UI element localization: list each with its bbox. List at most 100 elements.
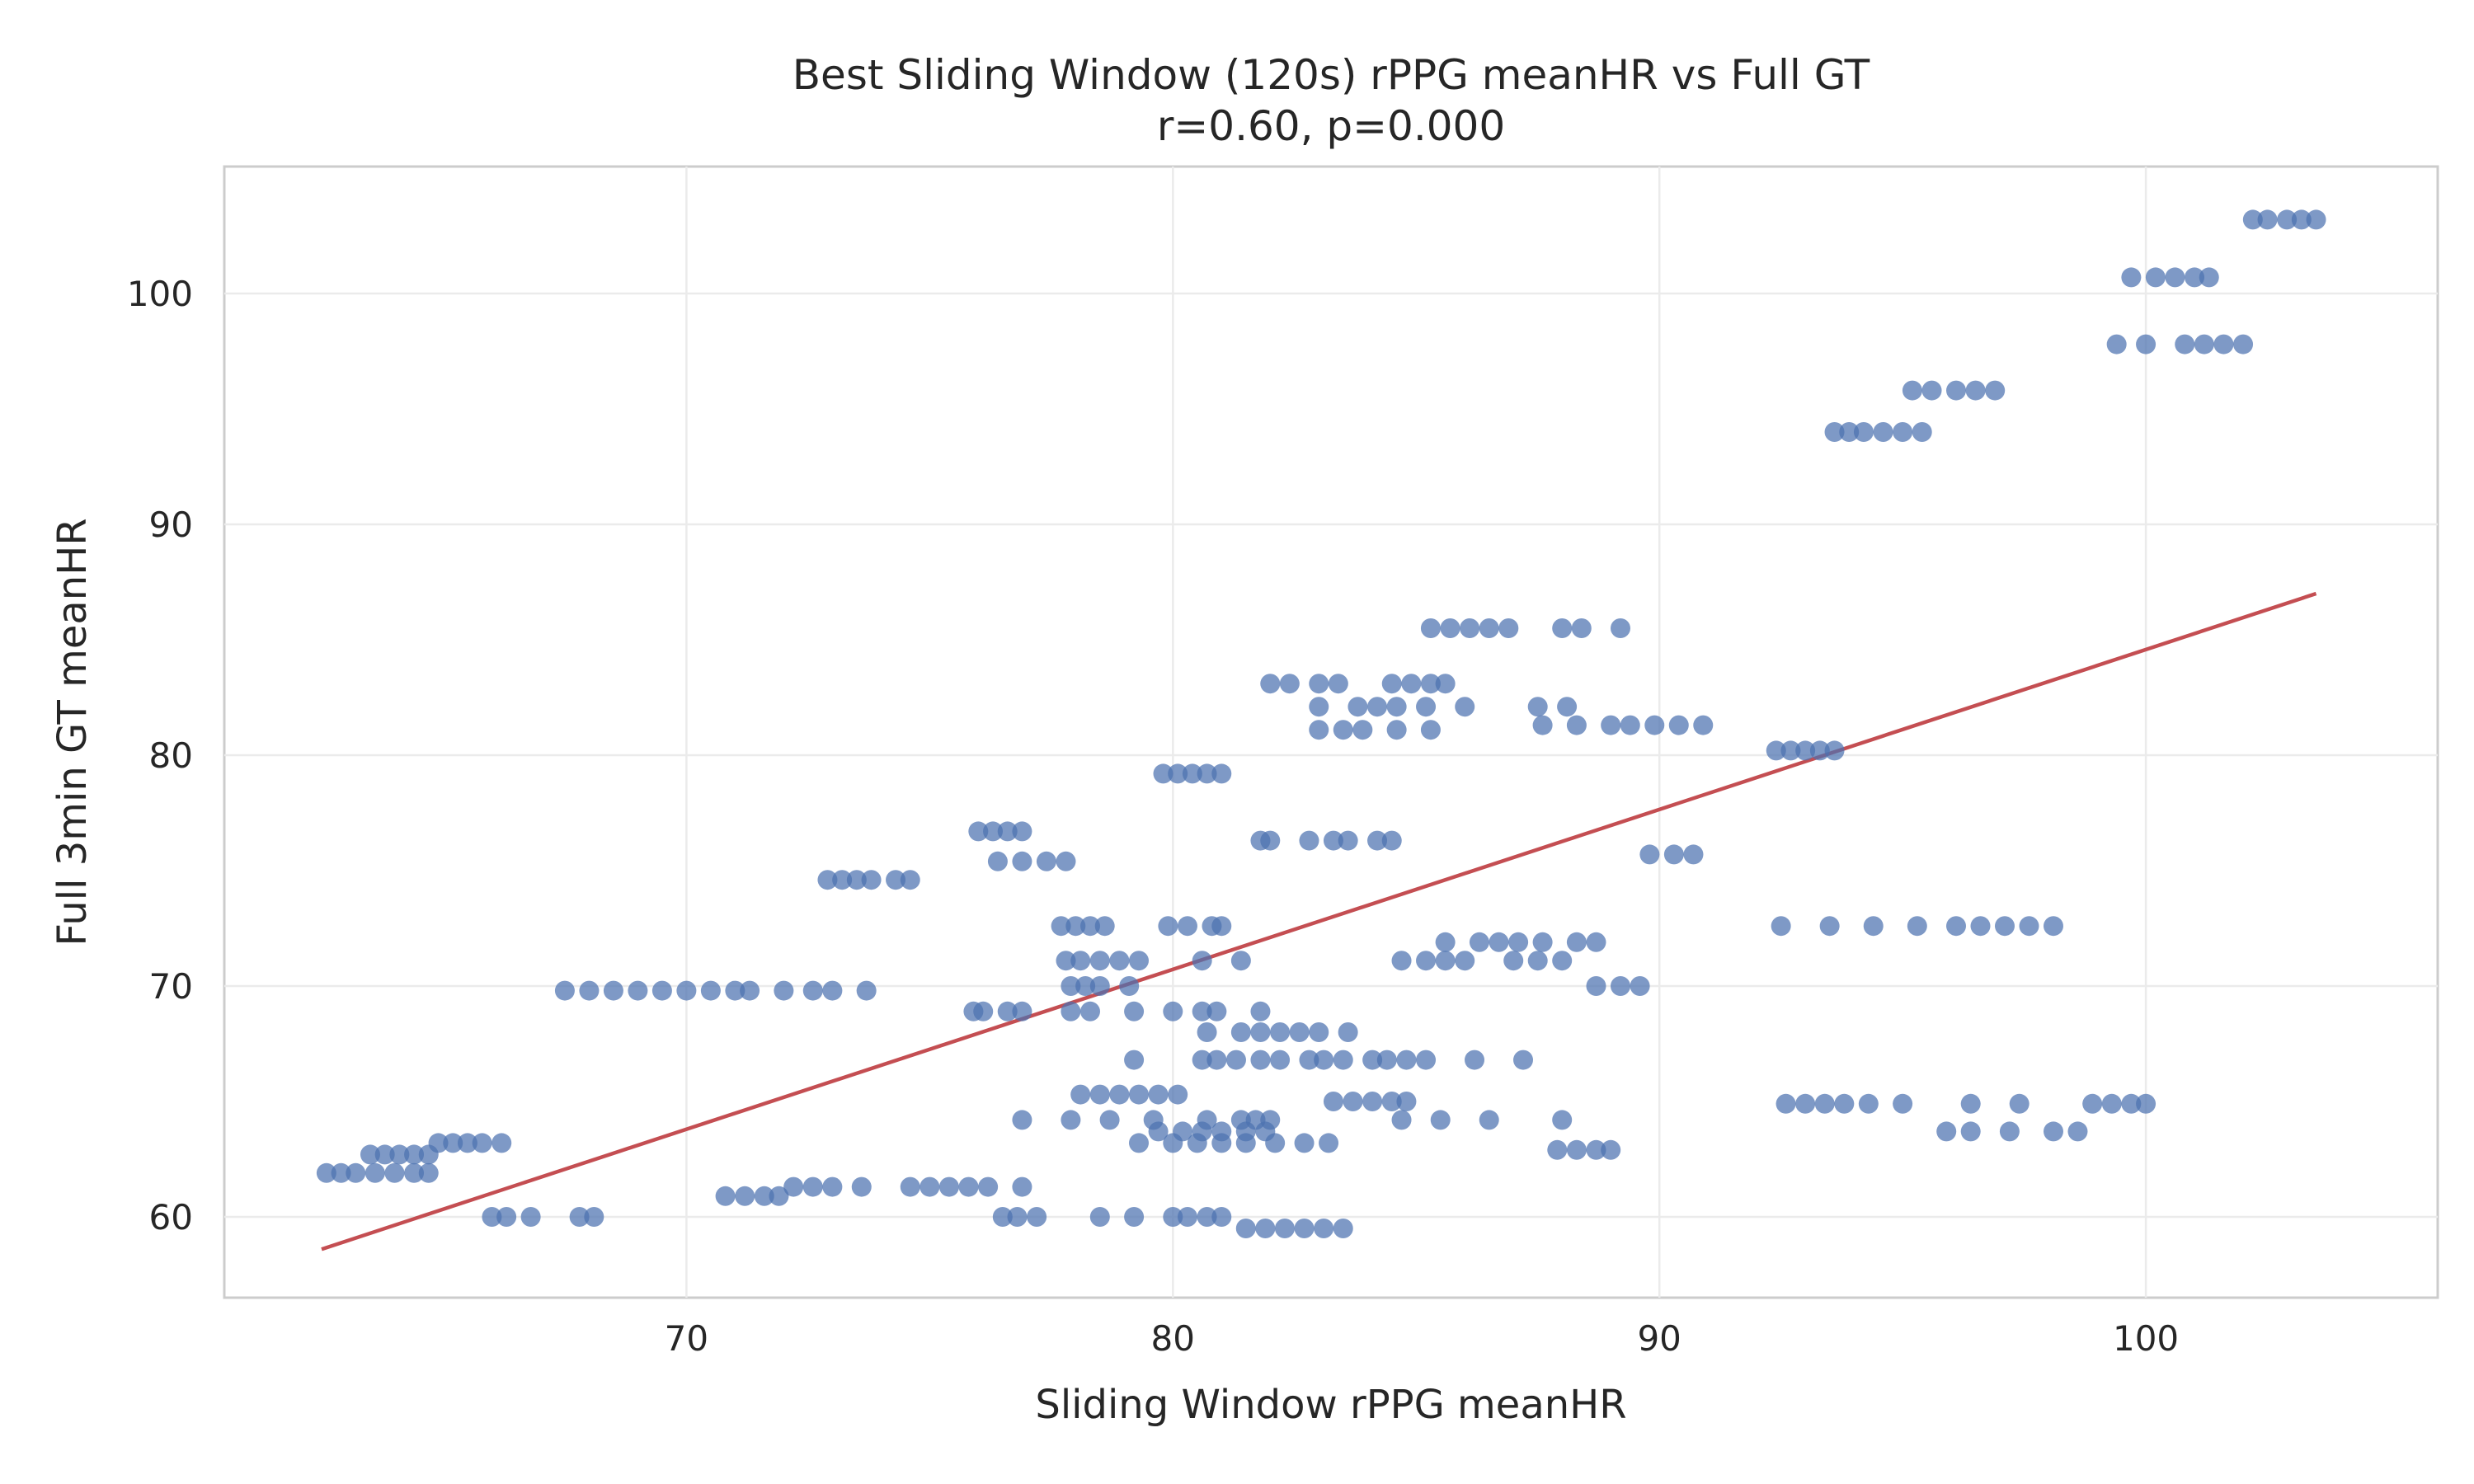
data-point — [2067, 1121, 2088, 1142]
x-tick-label: 100 — [2113, 1318, 2179, 1359]
data-point — [1314, 1050, 1334, 1070]
data-point — [2242, 209, 2263, 230]
data-point — [1994, 916, 2015, 937]
data-point — [1270, 1050, 1291, 1070]
data-point — [1367, 830, 1388, 851]
data-point — [1858, 1093, 1879, 1114]
data-point — [1128, 1084, 1149, 1105]
data-point — [715, 1186, 736, 1206]
data-point — [2121, 267, 2142, 288]
data-point — [1027, 1207, 1047, 1227]
y-tick-label: 90 — [149, 505, 193, 545]
data-point — [1294, 1133, 1315, 1153]
data-point — [1435, 674, 1456, 694]
data-point — [1309, 674, 1329, 694]
data-point — [651, 980, 672, 1001]
data-point — [520, 1207, 541, 1227]
data-point — [822, 1176, 843, 1197]
data-point — [1586, 976, 1606, 996]
data-point — [1299, 830, 1319, 851]
data-point — [1873, 422, 1893, 442]
data-point — [1348, 697, 1368, 717]
data-point — [1012, 851, 1032, 871]
data-point — [1333, 720, 1353, 740]
data-point — [1333, 1050, 1353, 1070]
data-point — [1274, 1219, 1295, 1238]
data-point — [1819, 916, 1840, 937]
data-point — [1070, 1084, 1091, 1105]
data-point — [1469, 932, 1489, 952]
data-point — [1177, 1207, 1197, 1227]
data-point — [735, 1186, 755, 1206]
data-point — [1225, 1050, 1246, 1070]
data-point — [1323, 1092, 1343, 1111]
data-points — [316, 209, 2326, 1238]
data-point — [374, 1144, 395, 1165]
data-point — [1435, 951, 1456, 971]
data-point — [774, 980, 794, 1001]
data-point — [1036, 851, 1056, 871]
data-point — [1381, 1092, 1402, 1111]
data-point — [1168, 763, 1188, 784]
data-point — [1532, 932, 1553, 952]
data-point — [1814, 1093, 1835, 1114]
y-axis-label: Full 3min GT meanHR — [49, 518, 96, 946]
data-point — [1075, 976, 1096, 996]
data-point — [1479, 1110, 1499, 1130]
data-point — [1571, 618, 1592, 638]
data-point — [1532, 715, 1553, 735]
data-point — [754, 1186, 774, 1206]
data-point — [1089, 976, 1110, 996]
data-point — [1173, 1121, 1193, 1142]
data-point — [1328, 674, 1348, 694]
data-point — [1668, 715, 1689, 735]
data-point — [1182, 763, 1202, 784]
data-point — [1465, 1050, 1485, 1070]
data-point — [1396, 1050, 1417, 1070]
data-point — [1610, 976, 1630, 996]
data-point — [1795, 740, 1816, 761]
data-point — [1824, 740, 1845, 761]
x-tick-label: 80 — [1151, 1318, 1195, 1359]
data-point — [1012, 1110, 1032, 1130]
data-point — [1124, 1207, 1145, 1227]
data-point — [2306, 209, 2326, 230]
data-point — [1255, 1121, 1276, 1142]
data-point — [1294, 1219, 1315, 1238]
data-point — [1999, 1121, 2020, 1142]
data-point — [1893, 422, 1913, 442]
data-point — [1440, 618, 1460, 638]
data-point — [900, 870, 920, 890]
data-point — [1853, 422, 1874, 442]
data-point — [628, 980, 648, 1001]
data-point — [2199, 267, 2219, 288]
data-point — [1061, 976, 1081, 996]
data-point — [1314, 1219, 1334, 1238]
chart-title: Best Sliding Window (120s) rPPG meanHR v… — [793, 51, 1870, 99]
data-point — [331, 1162, 351, 1183]
data-point — [346, 1162, 366, 1183]
data-point — [1153, 763, 1174, 784]
data-point — [2213, 334, 2234, 355]
y-tick-label: 100 — [127, 274, 193, 314]
data-point — [316, 1162, 336, 1183]
data-point — [404, 1162, 425, 1183]
x-axis-label: Sliding Window rPPG meanHR — [1035, 1382, 1626, 1428]
data-point — [1012, 821, 1032, 842]
data-point — [482, 1207, 502, 1227]
data-point — [1235, 1121, 1256, 1142]
data-point — [1566, 932, 1587, 952]
data-point — [1148, 1084, 1169, 1105]
data-point — [1089, 1084, 1110, 1105]
data-point — [1479, 618, 1499, 638]
data-point — [1128, 1133, 1149, 1153]
plot-frame — [223, 165, 2439, 1299]
data-point — [1124, 1050, 1145, 1070]
data-point — [1547, 1139, 1568, 1160]
data-point — [1620, 715, 1640, 735]
data-point — [472, 1133, 492, 1153]
data-point — [856, 980, 877, 1001]
data-point — [1795, 1093, 1816, 1114]
tick-labels: 70 80 90 100 60 70 80 90 100 — [127, 274, 2179, 1359]
data-point — [1912, 422, 1932, 442]
